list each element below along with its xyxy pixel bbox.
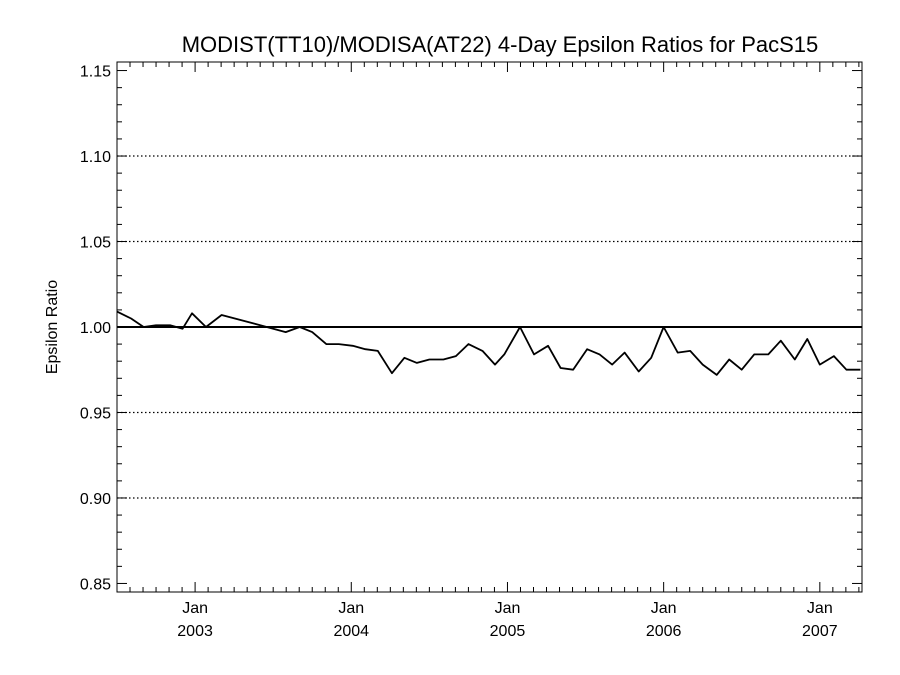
y-tick-label: 1.15 <box>80 64 111 81</box>
epsilon-ratio-chart: MODIST(TT10)/MODISA(AT22) 4-Day Epsilon … <box>0 0 900 675</box>
y-tick-label: 1.00 <box>80 320 111 337</box>
x-tick-year-label: 2007 <box>802 623 838 640</box>
y-tick-label: 0.85 <box>80 576 111 593</box>
series-layer <box>117 312 862 375</box>
x-tick-year-label: 2004 <box>333 623 369 640</box>
y-tick-label: 0.90 <box>80 491 111 508</box>
chart-title: MODIST(TT10)/MODISA(AT22) 4-Day Epsilon … <box>182 32 819 57</box>
y-axis-label: Epsilon Ratio <box>44 280 61 374</box>
x-tick-month-label: Jan <box>338 600 364 617</box>
x-tick-month-label: Jan <box>651 600 677 617</box>
x-tick-year-label: 2003 <box>177 623 213 640</box>
tick-labels: 0.85 0.90 0.95 1.00 1.05 1.10 1.15 Jan 2003 Jan 20… <box>80 64 838 640</box>
x-tick-year-label: 2006 <box>646 623 682 640</box>
y-tick-label: 0.95 <box>80 405 111 422</box>
x-tick-month-label: Jan <box>182 600 208 617</box>
epsilon-ratio-series-line <box>117 312 860 375</box>
x-tick-year-label: 2005 <box>490 623 526 640</box>
x-tick-month-label: Jan <box>495 600 521 617</box>
y-tick-label: 1.05 <box>80 235 111 252</box>
y-tick-label: 1.10 <box>80 149 111 166</box>
x-tick-month-label: Jan <box>807 600 833 617</box>
